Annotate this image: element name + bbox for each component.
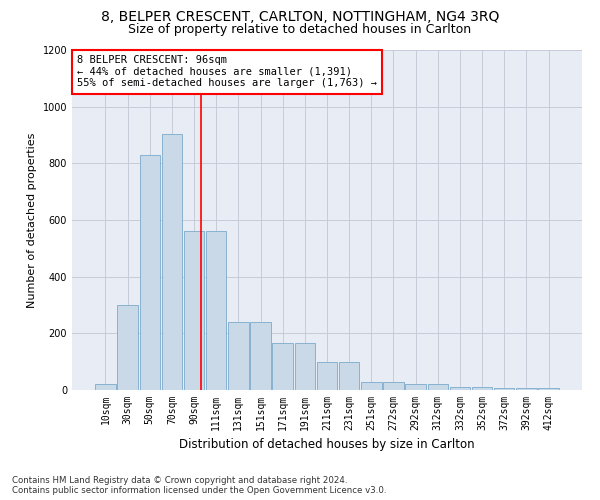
Bar [538,388,559,390]
Bar [228,322,248,390]
Bar [406,384,426,390]
Bar [250,322,271,390]
Bar [383,382,404,390]
Bar [140,155,160,390]
Bar [118,305,138,390]
Bar [206,232,226,390]
Bar [428,384,448,390]
Y-axis label: Number of detached properties: Number of detached properties [27,132,37,308]
Bar [472,387,493,390]
Text: Size of property relative to detached houses in Carlton: Size of property relative to detached ho… [128,22,472,36]
Text: 8 BELPER CRESCENT: 96sqm
← 44% of detached houses are smaller (1,391)
55% of sem: 8 BELPER CRESCENT: 96sqm ← 44% of detach… [77,55,377,88]
Bar [494,388,514,390]
Text: 8, BELPER CRESCENT, CARLTON, NOTTINGHAM, NG4 3RQ: 8, BELPER CRESCENT, CARLTON, NOTTINGHAM,… [101,10,499,24]
Bar [295,343,315,390]
Bar [450,387,470,390]
Bar [317,362,337,390]
Bar [184,232,204,390]
Bar [95,384,116,390]
Text: Contains HM Land Registry data © Crown copyright and database right 2024.
Contai: Contains HM Land Registry data © Crown c… [12,476,386,495]
Bar [161,134,182,390]
Bar [339,362,359,390]
Bar [272,343,293,390]
X-axis label: Distribution of detached houses by size in Carlton: Distribution of detached houses by size … [179,438,475,452]
Bar [361,382,382,390]
Bar [516,388,536,390]
